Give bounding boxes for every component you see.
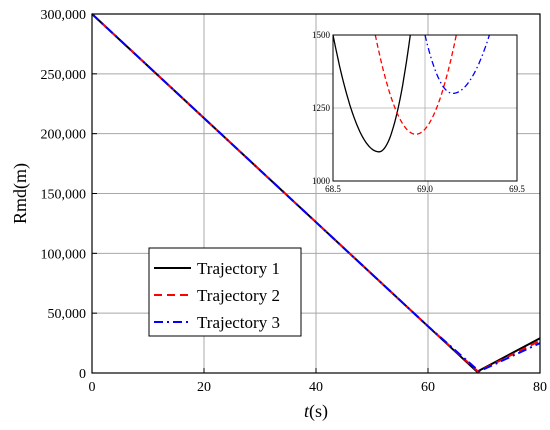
inset-x-tick-label: 68.5 bbox=[325, 184, 341, 194]
x-tick-label: 40 bbox=[309, 380, 323, 395]
y-tick-label: 300,000 bbox=[41, 8, 87, 23]
x-tick-label: 20 bbox=[197, 380, 211, 395]
legend-label: Trajectory 1 bbox=[197, 259, 280, 278]
y-tick-label: 250,000 bbox=[41, 68, 87, 83]
inset-series bbox=[332, 34, 491, 153]
y-axis-label: Rmd(m) bbox=[10, 163, 31, 224]
x-axis-label-symbol: t bbox=[304, 401, 310, 421]
inset-frame bbox=[332, 34, 518, 182]
inset-series-line bbox=[424, 34, 491, 95]
main-series bbox=[91, 13, 541, 373]
inset-y-tick-label: 1000 bbox=[312, 176, 331, 186]
x-tick-label: 60 bbox=[421, 380, 435, 395]
inset-x-tick-label: 69.5 bbox=[509, 184, 525, 194]
inset-y-tick-label: 1500 bbox=[312, 30, 331, 40]
main-ticks: 0 20 40 60 80 0 50,000 100,000 150,000 200,000 250… bbox=[41, 8, 548, 395]
x-axis-label-unit: (s) bbox=[309, 401, 328, 422]
y-tick-label: 50,000 bbox=[48, 307, 87, 322]
legend: Trajectory 1 Trajectory 2 Trajectory 3 bbox=[148, 247, 302, 337]
y-tick-label: 100,000 bbox=[41, 247, 87, 262]
x-tick-label: 0 bbox=[89, 380, 96, 395]
y-tick-label: 0 bbox=[79, 367, 86, 382]
series-line bbox=[91, 13, 541, 373]
inset-series-line bbox=[374, 34, 457, 135]
legend-label: Trajectory 3 bbox=[197, 313, 280, 332]
y-tick-label: 150,000 bbox=[41, 188, 87, 203]
legend-item: Trajectory 3 bbox=[154, 313, 280, 332]
legend-items: Trajectory 1 Trajectory 2 Trajectory 3 bbox=[154, 259, 280, 332]
y-tick-label: 200,000 bbox=[41, 128, 87, 143]
legend-label: Trajectory 2 bbox=[197, 286, 280, 305]
inset-x-tick-label: 69.0 bbox=[417, 184, 433, 194]
inset-series-line bbox=[332, 34, 411, 153]
x-axis-label: t(s) bbox=[304, 401, 328, 422]
x-tick-label: 80 bbox=[533, 380, 547, 395]
inset-y-tick-label: 1250 bbox=[312, 103, 331, 113]
inset-ticks: 68.5 69.0 69.5 1000 1250 1500 bbox=[312, 30, 525, 194]
legend-item: Trajectory 2 bbox=[154, 286, 280, 305]
inset-zoom: 68.5 69.0 69.5 1000 1250 1500 bbox=[312, 30, 525, 194]
legend-item: Trajectory 1 bbox=[154, 259, 280, 278]
